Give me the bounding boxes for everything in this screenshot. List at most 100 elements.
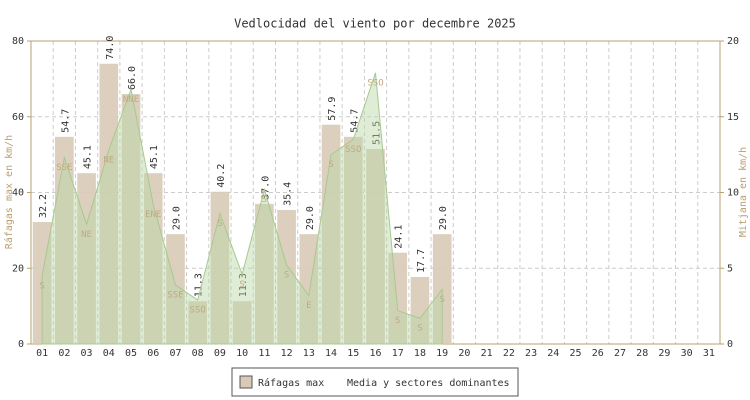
bar <box>277 209 296 344</box>
sector-label: NNE <box>123 95 139 105</box>
bar-value-label: 45.1 <box>149 145 160 169</box>
bar <box>210 191 230 344</box>
bar <box>55 136 74 344</box>
sector-label: SSO <box>345 145 361 155</box>
bar-value-label: 74.0 <box>105 36 116 60</box>
y2-tick-label: 5 <box>727 263 733 274</box>
x-tick-label: 16 <box>369 348 381 359</box>
sector-label: SSE <box>167 290 183 300</box>
bar <box>321 124 341 344</box>
x-tick-label: 26 <box>592 348 604 359</box>
y-tick-label: 0 <box>18 339 24 350</box>
bar-value-label: 66.0 <box>127 66 138 90</box>
legend-swatch <box>239 375 253 389</box>
sector-label: S <box>39 281 44 291</box>
x-tick-label: 14 <box>325 348 337 359</box>
bar-value-label: 40.2 <box>216 164 227 188</box>
x-tick-label: 22 <box>503 348 515 359</box>
sector-label: S <box>328 160 333 170</box>
x-tick-label: 19 <box>436 348 448 359</box>
bar <box>166 234 185 344</box>
bar-value-label: 54.7 <box>60 109 71 133</box>
bar <box>299 234 319 344</box>
x-tick-label: 28 <box>636 348 648 359</box>
y-axis-label: Ráfagas max en km/h <box>3 135 15 249</box>
x-tick-label: 12 <box>281 348 293 359</box>
x-tick-label: 30 <box>681 348 693 359</box>
legend-label: Ráfagas max <box>258 377 324 389</box>
sector-label: S <box>439 295 444 305</box>
sector-label: S <box>417 324 422 334</box>
y2-tick-label: 10 <box>727 188 739 199</box>
y-tick-label: 40 <box>12 188 24 199</box>
x-tick-label: 06 <box>147 348 159 359</box>
x-tick-label: 25 <box>570 348 582 359</box>
x-tick-label: 01 <box>36 348 48 359</box>
bar-value-label: 32.2 <box>38 194 49 218</box>
x-tick-label: 27 <box>614 348 626 359</box>
sector-label: E <box>306 301 311 311</box>
bar <box>410 276 430 344</box>
x-tick-label: 24 <box>547 348 559 359</box>
bar <box>77 173 96 344</box>
x-tick-label: 04 <box>103 348 115 359</box>
sector-label: SSO <box>367 78 383 88</box>
bar-value-label: 29.0 <box>438 206 449 230</box>
bar-value-label: 29.0 <box>305 206 316 230</box>
legend-box <box>231 367 519 397</box>
bar-value-label: 24.1 <box>394 225 405 249</box>
sector-label: ENE <box>145 210 161 220</box>
sector-label: NE <box>81 230 92 240</box>
x-tick-label: 05 <box>125 348 137 359</box>
bar <box>366 148 385 344</box>
y2-tick-label: 20 <box>727 36 739 47</box>
sector-label: S <box>239 280 244 290</box>
sector-label: S <box>217 219 222 229</box>
bar <box>99 63 119 344</box>
x-tick-label: 09 <box>214 348 226 359</box>
bar <box>188 301 208 344</box>
mean-area <box>41 72 443 345</box>
y-tick-label: 20 <box>12 263 24 274</box>
bar-value-label: 17.7 <box>416 249 427 273</box>
sector-label: SSE <box>56 163 72 173</box>
x-tick-label: 02 <box>58 348 70 359</box>
y2-tick-label: 0 <box>727 339 733 350</box>
bar <box>343 136 363 344</box>
bar <box>143 173 163 344</box>
sector-label: S <box>262 195 267 205</box>
bar <box>388 252 408 344</box>
bar-value-label: 51.5 <box>372 121 383 145</box>
y-tick-label: 60 <box>12 112 24 123</box>
y2-axis-label: Mitjana en km/h <box>738 147 749 237</box>
sector-label: NE <box>103 156 114 166</box>
bar-value-label: 54.7 <box>349 109 360 133</box>
y2-tick-label: 15 <box>727 112 739 123</box>
x-tick-label: 18 <box>414 348 426 359</box>
bar-value-label: 45.1 <box>83 145 94 169</box>
bar <box>232 301 252 344</box>
x-tick-label: 08 <box>192 348 204 359</box>
sector-label: S <box>395 316 400 326</box>
bar-value-label: 11.3 <box>238 273 249 297</box>
bar <box>121 94 141 345</box>
x-tick-label: 11 <box>258 348 270 359</box>
x-tick-label: 21 <box>481 348 493 359</box>
x-tick-label: 07 <box>169 348 181 359</box>
x-tick-label: 31 <box>703 348 715 359</box>
bar-value-label: 37.0 <box>260 176 271 200</box>
sector-label: S <box>284 271 289 281</box>
chart-title: Vedlocidad del viento por decembre 2025 <box>234 17 516 31</box>
x-tick-label: 23 <box>525 348 537 359</box>
x-tick-label: 17 <box>392 348 404 359</box>
y-tick-label: 80 <box>12 36 24 47</box>
bar-value-label: 57.9 <box>327 97 338 121</box>
x-tick-label: 20 <box>458 348 470 359</box>
bar <box>255 203 274 344</box>
bar-value-label: 29.0 <box>171 206 182 230</box>
x-tick-label: 13 <box>303 348 315 359</box>
x-tick-label: 10 <box>236 348 248 359</box>
x-tick-label: 15 <box>347 348 359 359</box>
legend-label: Media y sectores dominantes <box>347 378 510 389</box>
